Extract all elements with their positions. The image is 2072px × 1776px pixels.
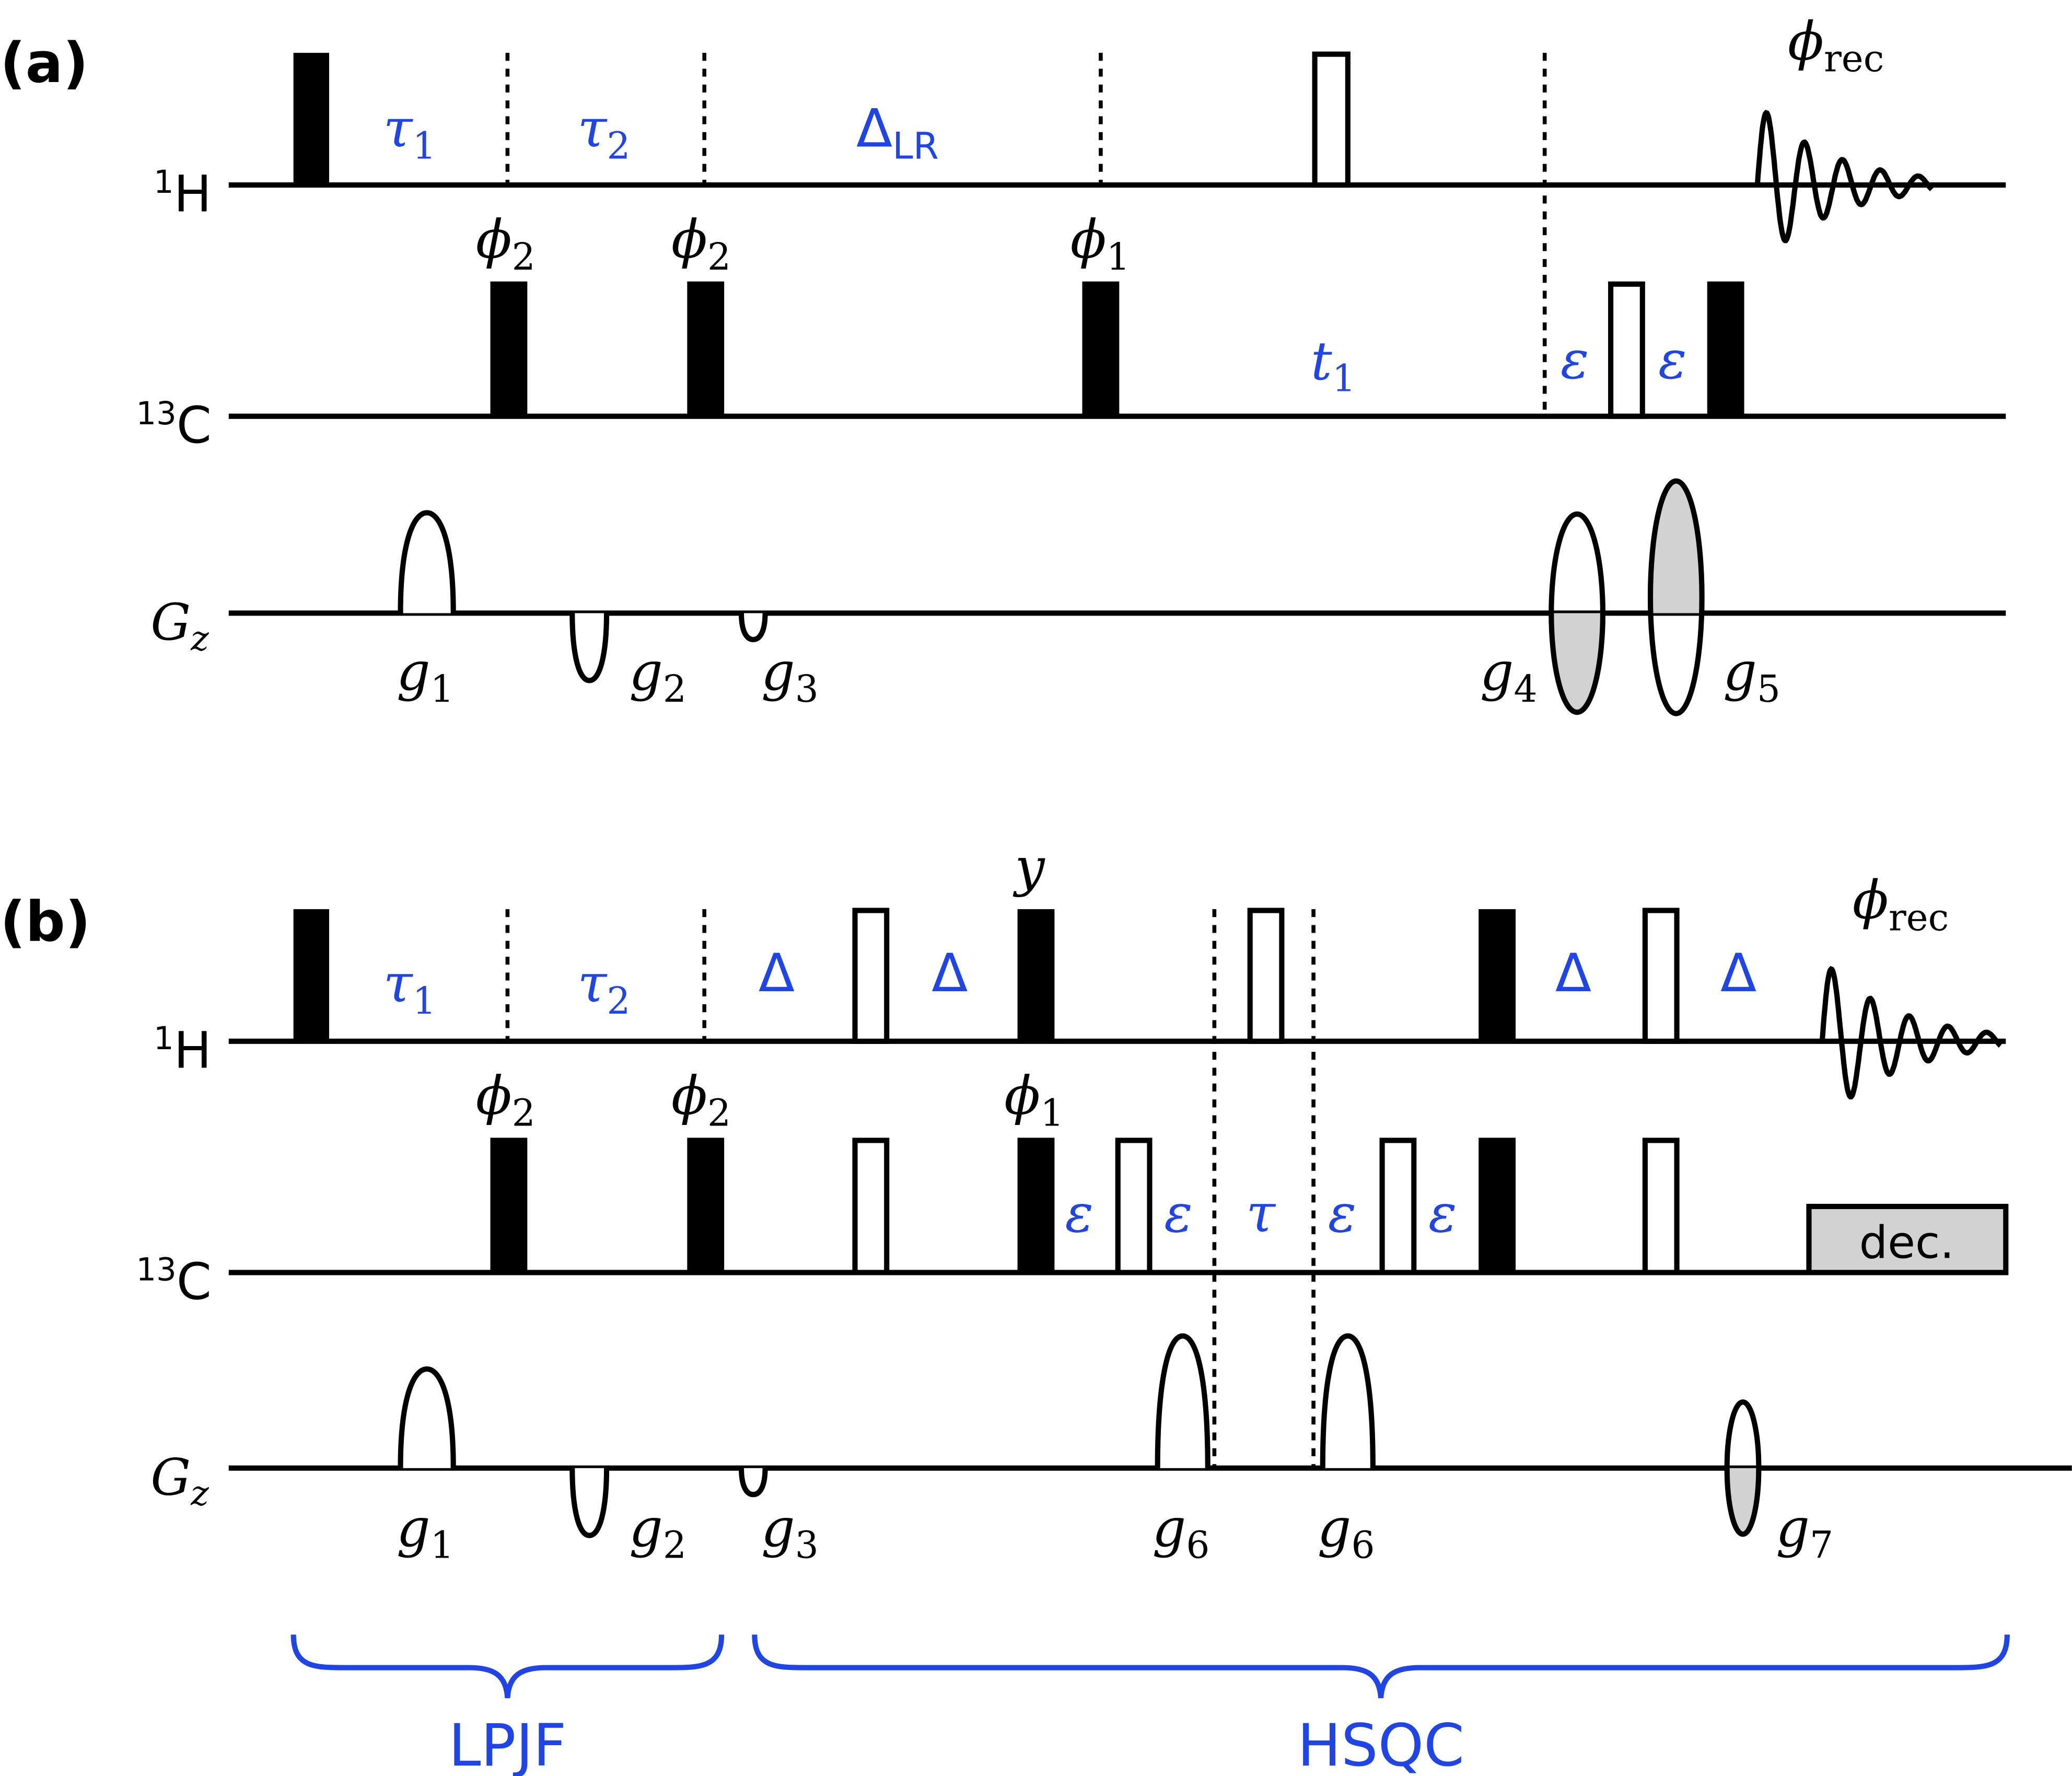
decoupling-label: dec. <box>1859 1217 1954 1269</box>
proton-180-pulse <box>852 908 890 1044</box>
delay-label-delta: Δ <box>1555 942 1591 1004</box>
gradient-label: g6 <box>1318 1497 1375 1567</box>
carbon-90-pulse <box>687 281 725 416</box>
delay-label-delta: Δ <box>1720 942 1756 1004</box>
carbon-180-pulse <box>1115 1137 1153 1275</box>
carbon-channel-label: 13C <box>136 1252 212 1311</box>
proton-channel-label: 1H <box>154 164 212 223</box>
gradient-label: g5 <box>1723 641 1780 711</box>
carbon-channel-label: 13C <box>136 396 212 455</box>
panel-b: (b) 1H 13C Gz dec. <box>0 836 2072 1776</box>
gradient-pulse-positive <box>1320 1333 1376 1468</box>
gradient-label: g4 <box>1480 641 1538 711</box>
carbon-90-pulse <box>1082 281 1120 416</box>
delay-label-epsilon: ε <box>1065 1182 1093 1244</box>
phase-label: ϕ1 <box>1004 1065 1064 1135</box>
panel-label: (b) <box>0 890 90 955</box>
carbon-90-pulse <box>490 1137 528 1273</box>
delay-label-delta: Δ <box>759 942 795 1004</box>
delay-label-tau2: τ2 <box>577 953 630 1023</box>
proton-90-pulse <box>293 53 329 185</box>
block-label-hsqc: HSQC <box>1297 1712 1464 1776</box>
carbon-90-pulse <box>1707 281 1744 416</box>
phase-label-y: y <box>1013 836 1046 898</box>
delay-label-delta-lr: ΔLR <box>856 98 939 168</box>
acquisition-fid <box>1819 966 2003 1100</box>
proton-180-pulse <box>1642 908 1680 1044</box>
phase-label: ϕ2 <box>671 1065 731 1135</box>
gradient-pulse-negative <box>569 1468 610 1538</box>
gradient-pulse-positive <box>398 510 456 613</box>
delay-label-tau2: τ2 <box>577 98 630 168</box>
receiver-phase-label: ϕrec <box>1788 10 1884 80</box>
carbon-180-pulse <box>1608 281 1645 419</box>
gradient-pulse-negative <box>569 613 610 683</box>
gradient-label: g3 <box>761 641 819 711</box>
gradient-label: g7 <box>1776 1497 1833 1567</box>
delay-label-epsilon: ε <box>1561 329 1589 390</box>
receiver-phase-label: ϕrec <box>1853 869 1949 939</box>
proton-channel-label: 1H <box>154 1020 212 1079</box>
delay-label-epsilon: ε <box>1328 1182 1356 1244</box>
acquisition-fid <box>1754 110 1934 243</box>
gradient-label: g1 <box>397 641 454 711</box>
panel-label: (a) <box>0 31 88 96</box>
proton-90-pulse <box>293 909 329 1041</box>
gradient-pulse-negative <box>738 613 768 643</box>
block-label-lpjf: LPJF <box>448 1712 566 1776</box>
gradient-fill <box>1551 613 1603 713</box>
hsqc-brace <box>752 1634 2010 1699</box>
carbon-90-pulse <box>1479 1137 1516 1273</box>
gradient-label: g3 <box>761 1497 819 1567</box>
delay-label-tau1: τ1 <box>383 98 436 168</box>
phase-label: ϕ2 <box>671 208 731 278</box>
panel-a: (a) 1H 13C Gz τ1 <box>0 10 2006 716</box>
proton-180-pulse <box>1247 908 1285 1044</box>
carbon-180-pulse <box>852 1137 890 1275</box>
carbon-90-pulse <box>490 281 528 416</box>
delay-label-epsilon: ε <box>1428 1182 1457 1244</box>
gradient-label: g2 <box>629 1497 686 1567</box>
delay-label-epsilon: ε <box>1658 329 1686 390</box>
gradient-pulse-positive <box>398 1366 456 1468</box>
gradient-pulse-bipolar <box>1647 478 1705 716</box>
delay-label-epsilon: ε <box>1164 1182 1192 1244</box>
carbon-180-pulse <box>1379 1137 1417 1275</box>
gradient-label: g6 <box>1153 1497 1210 1567</box>
gradient-fill <box>1650 481 1702 613</box>
gradient-channel-label: Gz <box>150 593 209 658</box>
phase-label: ϕ2 <box>476 208 536 278</box>
gradient-pulse-bipolar <box>1549 511 1606 715</box>
lpjf-brace <box>290 1634 725 1699</box>
delay-label-delta: Δ <box>932 942 968 1004</box>
gradient-channel-label: Gz <box>150 1448 209 1513</box>
gradient-label: g2 <box>629 641 686 711</box>
proton-90-pulse <box>1479 909 1516 1041</box>
gradient-pulse-positive <box>1155 1333 1210 1468</box>
delay-label-tau1: τ1 <box>383 953 436 1023</box>
carbon-180-pulse <box>1642 1137 1680 1275</box>
proton-180-pulse <box>1312 51 1351 188</box>
delay-label-t1: t1 <box>1311 330 1356 400</box>
proton-90-pulse <box>1017 909 1055 1041</box>
phase-label: ϕ2 <box>476 1065 536 1135</box>
phase-label: ϕ1 <box>1070 208 1130 278</box>
decoupling-block <box>1806 1203 2009 1275</box>
gradient-pulse-negative <box>738 1468 768 1498</box>
gradient-label: g1 <box>397 1497 454 1567</box>
delay-label-tau: τ <box>1246 1182 1276 1244</box>
carbon-90-pulse <box>1017 1137 1055 1273</box>
gradient-pulse-bipolar <box>1724 1399 1762 1537</box>
carbon-90-pulse <box>687 1137 725 1273</box>
